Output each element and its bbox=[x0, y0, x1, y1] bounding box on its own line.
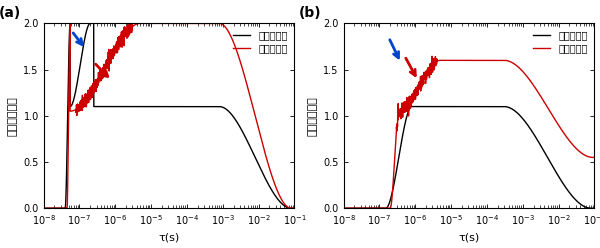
検光子あり bbox=[591, 156, 598, 159]
検光子あり bbox=[503, 59, 511, 62]
検光子あり bbox=[527, 80, 535, 83]
Line: 検光子なし: 検光子なし bbox=[344, 107, 595, 208]
検光子あり bbox=[428, 55, 436, 58]
検光子なし bbox=[591, 207, 598, 210]
検光子なし bbox=[190, 105, 197, 108]
Legend: 検光子なし, 検光子あり: 検光子なし, 検光子あり bbox=[231, 28, 290, 55]
Line: 検光子あり: 検光子あり bbox=[344, 56, 595, 208]
Text: (b): (b) bbox=[298, 6, 321, 20]
検光子なし bbox=[527, 128, 535, 131]
検光子あり bbox=[203, 22, 211, 25]
検光子なし bbox=[490, 105, 497, 108]
検光子あり bbox=[546, 110, 553, 113]
検光子なし bbox=[340, 207, 347, 210]
Legend: 検光子なし, 検光子あり: 検光子なし, 検光子あり bbox=[531, 28, 590, 55]
検光子なし bbox=[227, 112, 235, 115]
検光子あり bbox=[86, 95, 93, 98]
検光子なし bbox=[436, 105, 443, 108]
検光子なし bbox=[40, 207, 47, 210]
検光子あり bbox=[386, 207, 393, 210]
Y-axis label: 自己相関関数: 自己相関関数 bbox=[8, 96, 18, 136]
検光子なし bbox=[408, 105, 415, 108]
検光子あり bbox=[125, 22, 132, 25]
検光子あり bbox=[436, 59, 443, 62]
X-axis label: τ(s): τ(s) bbox=[158, 232, 179, 243]
検光子なし bbox=[136, 105, 143, 108]
検光子なし bbox=[291, 207, 298, 210]
検光子なし bbox=[86, 23, 93, 26]
検光子なし bbox=[246, 145, 253, 148]
検光子なし bbox=[386, 202, 393, 205]
検光子あり bbox=[40, 207, 47, 210]
検光子あり bbox=[227, 35, 235, 38]
検光子あり bbox=[340, 207, 347, 210]
Line: 検光子あり: 検光子あり bbox=[44, 23, 295, 208]
検光子あり bbox=[136, 22, 143, 25]
検光子なし bbox=[503, 105, 511, 108]
検光子あり bbox=[291, 207, 298, 210]
検光子なし bbox=[203, 105, 211, 108]
Y-axis label: 自己相関関数: 自己相関関数 bbox=[308, 96, 318, 136]
Line: 検光子なし: 検光子なし bbox=[44, 23, 295, 208]
検光子なし bbox=[546, 160, 553, 163]
Text: (a): (a) bbox=[0, 6, 20, 20]
検光子あり bbox=[246, 94, 253, 97]
検光子なし bbox=[86, 22, 94, 25]
検光子あり bbox=[190, 22, 197, 25]
検光子あり bbox=[490, 59, 497, 62]
X-axis label: τ(s): τ(s) bbox=[458, 232, 479, 243]
